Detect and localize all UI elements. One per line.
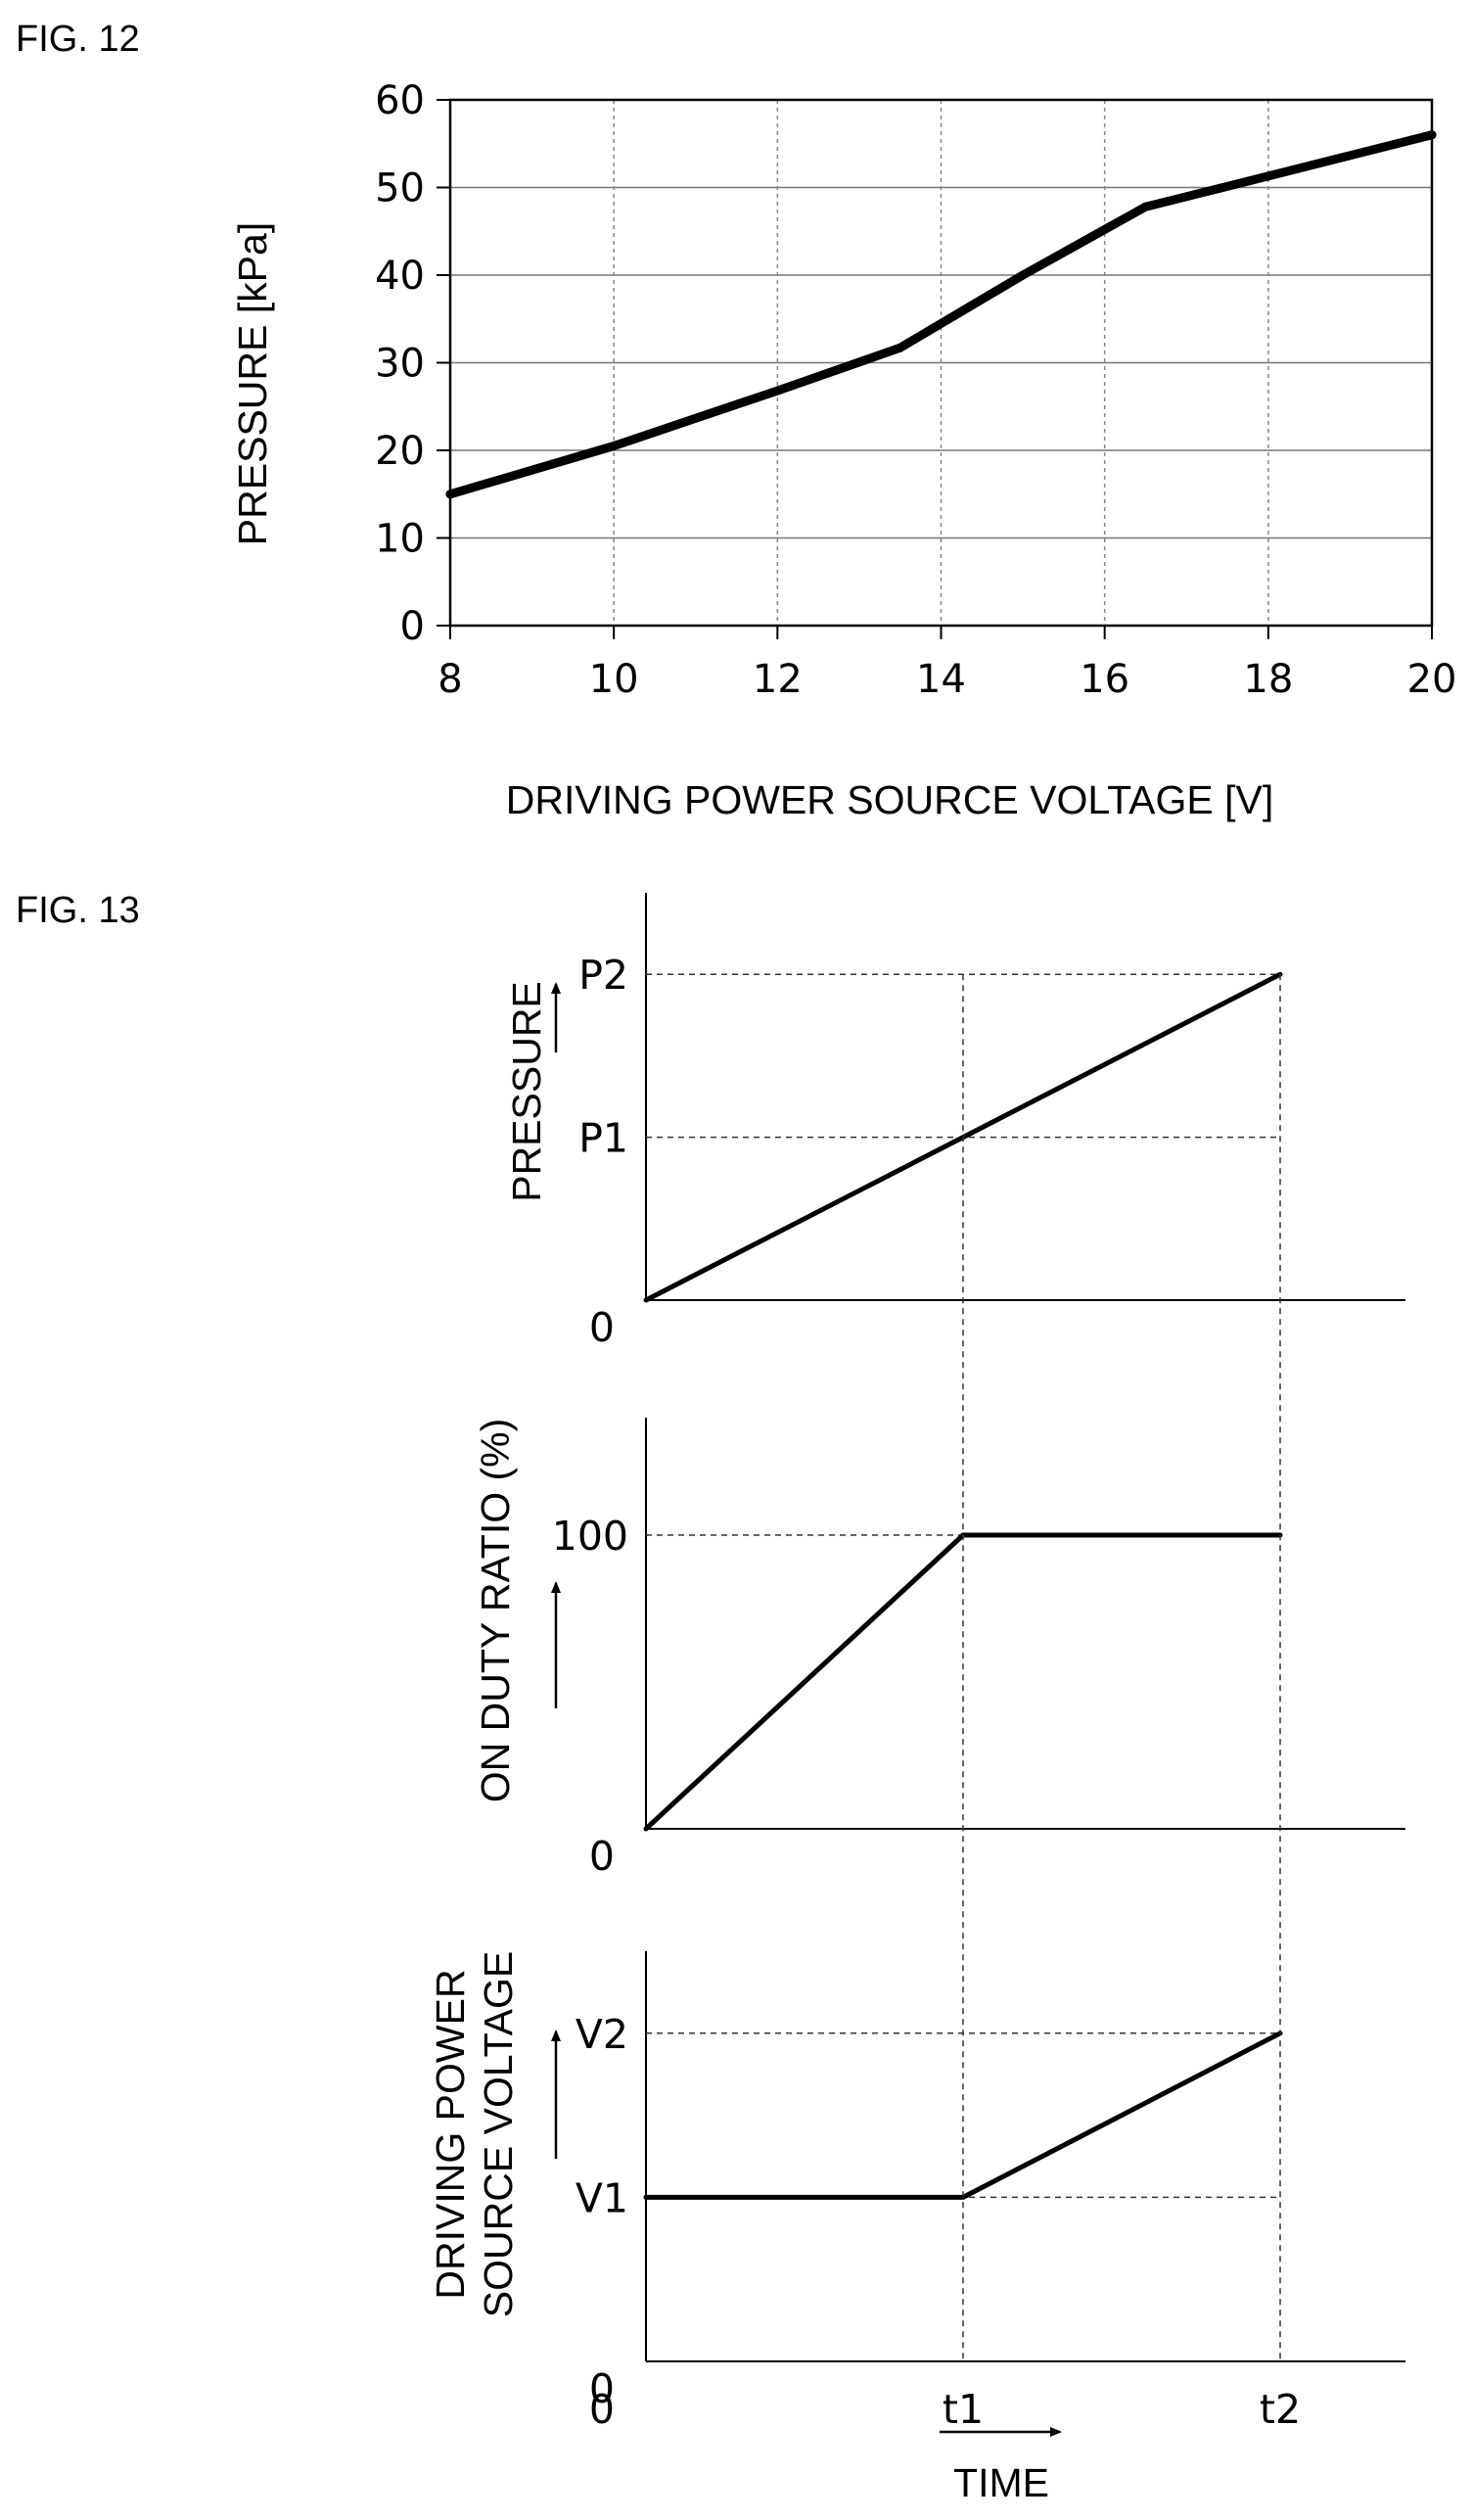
x-tick-label: 18 bbox=[1243, 657, 1293, 702]
fig-13-time-axis: TIME 0 t1 t2 bbox=[589, 2386, 1301, 2505]
y-tick-label: P2 bbox=[578, 952, 628, 999]
fig-13-label: FIG. 13 bbox=[16, 890, 140, 931]
data-point bbox=[1264, 171, 1273, 181]
fig-12-ticks: 0 10 20 30 40 50 60 8 10 12 14 16 18 20 bbox=[375, 78, 1456, 702]
series-line bbox=[643, 2030, 1283, 2200]
x-tick-label: 8 bbox=[437, 657, 462, 702]
y-tick-label: 0 bbox=[589, 1833, 615, 1880]
data-point bbox=[1140, 202, 1150, 211]
y-tick-label: 50 bbox=[375, 166, 425, 211]
fig-12-x-axis-label: DRIVING POWER SOURCE VOLTAGE [V] bbox=[506, 777, 1273, 822]
fig-12-grid bbox=[448, 98, 1434, 628]
y-tick-label: 10 bbox=[375, 517, 425, 562]
fig-12-points bbox=[445, 130, 1437, 499]
data-point bbox=[772, 386, 782, 396]
fig-13-voltage-axis-label-line2: SOURCE VOLTAGE bbox=[476, 1951, 521, 2317]
y-tick-label: 0 bbox=[400, 604, 425, 649]
data-point bbox=[1427, 130, 1437, 140]
fig-12-label: FIG. 12 bbox=[16, 19, 140, 60]
y-tick-label: 60 bbox=[375, 78, 425, 123]
fig-13: FIG. 13 PRESSURE 0 P1 P2 ON DUTY RATIO (%)… bbox=[16, 890, 1405, 2505]
x-tick-label: 16 bbox=[1080, 657, 1129, 702]
data-point bbox=[896, 343, 905, 352]
y-tick-label: 40 bbox=[375, 254, 425, 299]
y-tick-label: V2 bbox=[575, 2011, 628, 2058]
fig-12: FIG. 12 0 10 20 30 40 50 60 8 10 12 14 16 18 20 PRESS… bbox=[16, 19, 1456, 822]
x-tick-label: 0 bbox=[589, 2386, 615, 2433]
fig-13-time-label: TIME bbox=[953, 2460, 1049, 2505]
data-point bbox=[1018, 270, 1028, 280]
fig-12-y-axis-label: PRESSURE [kPa] bbox=[230, 222, 275, 545]
y-tick-label: 100 bbox=[552, 1513, 628, 1560]
x-tick-label: t2 bbox=[1260, 2386, 1301, 2433]
fig-13-duty-axis-label: ON DUTY RATIO (%) bbox=[473, 1419, 518, 1803]
y-tick-label: V1 bbox=[575, 2174, 628, 2221]
fig-13-duty-panel: ON DUTY RATIO (%) 0 100 bbox=[473, 1418, 1405, 1880]
fig-12-pressure-line bbox=[445, 130, 1437, 499]
y-tick-label: 0 bbox=[589, 2365, 615, 2412]
x-tick-label: 20 bbox=[1407, 657, 1457, 702]
fig-13-voltage-panel: DRIVING POWER SOURCE VOLTAGE 0 V1 V2 bbox=[428, 1951, 1405, 2412]
x-tick-label: 12 bbox=[753, 657, 803, 702]
x-tick-label: 14 bbox=[916, 657, 966, 702]
fig-13-voltage-axis-label-line1: DRIVING POWER bbox=[428, 1969, 473, 2299]
y-tick-label: 30 bbox=[375, 342, 425, 387]
y-tick-label: P1 bbox=[578, 1115, 628, 1162]
y-tick-label: 20 bbox=[375, 429, 425, 474]
data-point bbox=[445, 490, 455, 499]
fig-13-pressure-panel: PRESSURE 0 P1 P2 bbox=[504, 893, 1405, 1351]
y-tick-label: 0 bbox=[589, 1304, 615, 1351]
x-tick-label: 10 bbox=[589, 657, 639, 702]
fig-13-pressure-axis-label: PRESSURE bbox=[504, 981, 549, 1202]
x-tick-label: t1 bbox=[943, 2386, 984, 2433]
data-point bbox=[609, 442, 619, 451]
